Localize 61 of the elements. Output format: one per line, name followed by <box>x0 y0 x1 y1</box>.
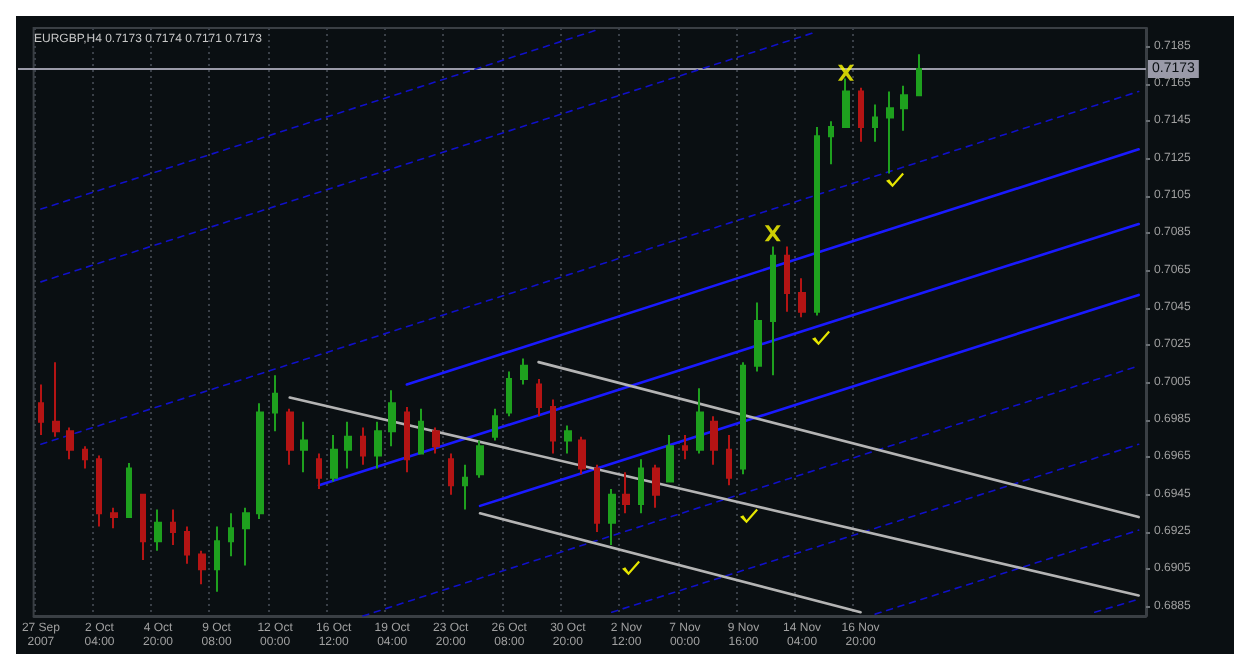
candlestick <box>154 508 162 552</box>
candlestick <box>418 407 424 455</box>
candlestick <box>256 402 264 520</box>
candlestick <box>184 525 190 565</box>
candlestick <box>740 361 746 476</box>
candlestick <box>666 433 674 483</box>
candlestick <box>696 387 704 455</box>
candlestick <box>110 506 118 530</box>
candlestick <box>330 433 338 483</box>
candlestick <box>872 103 878 143</box>
candlestick <box>564 424 572 455</box>
candlestick <box>272 374 278 433</box>
candlestick <box>448 452 454 496</box>
candlestick <box>432 426 440 455</box>
candlestick <box>858 86 864 143</box>
candlestick <box>916 53 922 97</box>
candlestick <box>682 433 688 461</box>
candlestick <box>286 407 294 466</box>
candlestick <box>242 506 250 567</box>
candlestick <box>638 458 644 515</box>
candlestick <box>126 461 132 519</box>
candlestick <box>96 454 102 528</box>
candlestick <box>170 508 176 547</box>
candlestick <box>520 357 528 386</box>
candlestick <box>316 452 322 491</box>
candlestick <box>754 301 762 373</box>
candlestick <box>360 426 366 466</box>
candlestick <box>770 245 776 377</box>
candlestick <box>38 383 44 436</box>
candlestick <box>842 77 850 128</box>
candlestick <box>536 377 542 418</box>
candlestick <box>710 415 718 466</box>
candlestick <box>300 420 308 474</box>
candlestick <box>594 463 600 533</box>
candlestick <box>404 405 410 474</box>
candlestick <box>798 277 806 319</box>
candlestick <box>388 389 396 448</box>
candlestick <box>82 445 88 470</box>
candlestick <box>900 84 908 132</box>
candlestick <box>622 471 630 515</box>
candlestick <box>214 525 220 593</box>
candlestick <box>814 125 820 317</box>
candlestick <box>228 512 234 558</box>
candlestick <box>608 488 616 547</box>
candlestick <box>828 120 834 166</box>
candlestick <box>344 420 352 470</box>
candlestick <box>578 435 586 476</box>
candlestick <box>198 549 206 586</box>
candlestick <box>140 493 146 561</box>
candlestick <box>52 361 60 438</box>
candlestick <box>462 463 468 511</box>
candlestick <box>652 463 660 509</box>
candlestick <box>66 426 74 461</box>
candlestick <box>476 439 484 479</box>
candlestick <box>374 420 382 470</box>
candlestick <box>550 398 556 455</box>
candlestick <box>492 407 498 442</box>
candlestick <box>886 90 894 175</box>
candlestick <box>726 433 732 487</box>
candlestick <box>784 245 790 313</box>
candlestick <box>506 370 512 418</box>
